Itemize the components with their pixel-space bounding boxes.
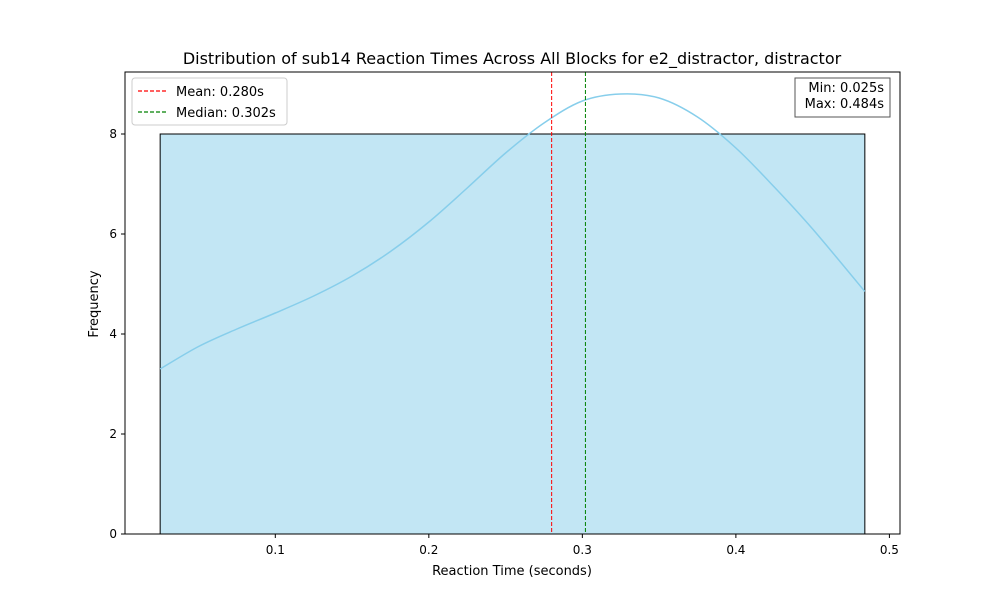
x-tick-label: 0.4 xyxy=(726,543,745,557)
legend-mean-label: Mean: 0.280s xyxy=(176,85,264,100)
x-tick-label: 0.2 xyxy=(419,543,438,557)
x-tick-label: 0.3 xyxy=(573,543,592,557)
stats-max: Max: 0.484s xyxy=(805,97,885,112)
chart-title: Distribution of sub14 Reaction Times Acr… xyxy=(183,49,842,69)
kde-curve xyxy=(159,93,866,370)
y-tick-label: 0 xyxy=(109,527,117,541)
x-tick-label: 0.1 xyxy=(266,543,285,557)
plot-area xyxy=(124,71,901,535)
legend-box xyxy=(131,77,288,126)
x-axis-ticks: 0.1 0.2 0.3 0.4 0.5 xyxy=(266,534,899,557)
stats-box xyxy=(794,77,891,118)
plot-frame xyxy=(124,71,901,535)
x-tick-label: 0.5 xyxy=(880,543,899,557)
histogram-bar-0 xyxy=(159,133,866,535)
stats-min: Min: 0.025s xyxy=(808,81,884,96)
legend-median-label: Median: 0.302s xyxy=(176,106,276,121)
stats-annotation: Min: 0.025s Max: 0.484s xyxy=(794,77,891,118)
y-tick-label: 6 xyxy=(109,227,117,241)
y-tick-label: 8 xyxy=(109,127,117,141)
y-axis-label: Frequency xyxy=(87,270,102,337)
y-tick-label: 2 xyxy=(109,427,117,441)
legend: Mean: 0.280s Median: 0.302s xyxy=(131,77,288,126)
x-axis-label: Reaction Time (seconds) xyxy=(432,564,592,579)
y-tick-label: 4 xyxy=(109,327,117,341)
y-axis-ticks: 0 2 4 6 8 xyxy=(109,127,125,541)
